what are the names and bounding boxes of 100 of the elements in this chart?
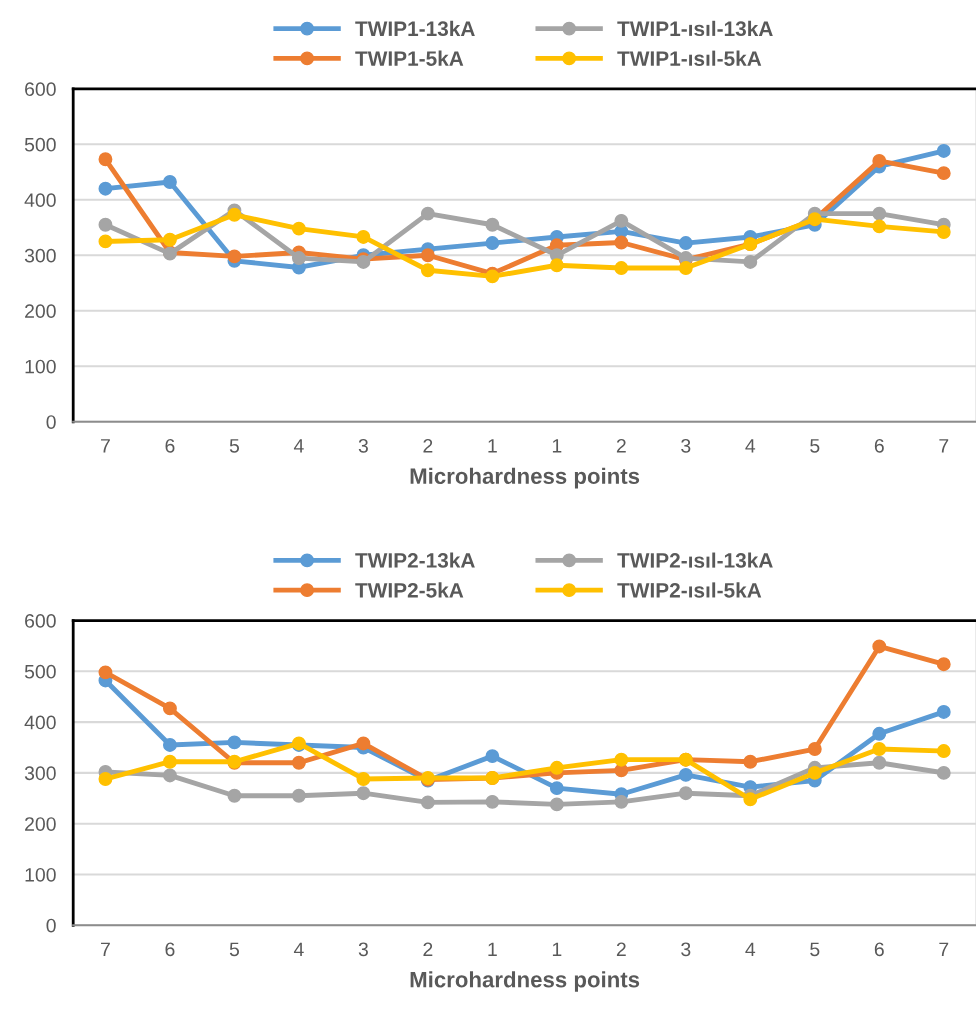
x-tick-label: 1 [488, 439, 497, 453]
point [162, 738, 177, 752]
y-tick-label: 400 [24, 715, 56, 730]
x-tick-label: 3 [681, 438, 691, 453]
point [743, 792, 758, 807]
y-tick-label: 0 [46, 415, 56, 429]
y-tick-label: 500 [24, 664, 56, 679]
point [549, 760, 564, 775]
x-tick-label: 4 [745, 439, 756, 453]
point [678, 261, 693, 275]
x-tick-label: 6 [874, 942, 884, 957]
legend-label: TWIP1-5kA [355, 50, 464, 66]
legend-label: TWIP1-ısıl-13kA [617, 20, 773, 37]
point [356, 772, 371, 786]
y-tick-label: 600 [25, 82, 56, 97]
point [936, 225, 951, 239]
point [227, 207, 242, 222]
point [678, 767, 693, 782]
x-axis-title: Microhardness points [410, 467, 640, 489]
x-tick-label: 1 [552, 942, 562, 957]
point [485, 794, 500, 809]
x-tick-label: 5 [229, 439, 240, 453]
legend-label: TWIP1-ısıl-5kA [617, 50, 762, 66]
point [614, 794, 629, 809]
point [549, 797, 564, 812]
point [872, 742, 887, 756]
x-tick-label: 6 [165, 942, 175, 957]
point [936, 657, 951, 672]
x-tick-label: 5 [810, 439, 820, 453]
point [420, 263, 435, 278]
legend-label: TWIP2-5kA [355, 582, 464, 598]
point [98, 772, 113, 786]
point [485, 217, 500, 232]
y-tick-label: 300 [24, 248, 56, 263]
x-axis-title: Microhardness points [410, 971, 640, 992]
point [678, 786, 693, 801]
x-tick-label: 1 [488, 942, 497, 957]
point [291, 788, 306, 803]
y-tick-label: 200 [25, 817, 56, 831]
x-tick-label: 7 [939, 439, 949, 453]
point [98, 181, 113, 196]
point [549, 781, 564, 796]
point [98, 152, 113, 167]
point [872, 153, 887, 168]
x-tick-label: 5 [810, 942, 820, 957]
point [872, 726, 887, 741]
x-tick-label: 4 [745, 942, 756, 957]
point [743, 254, 758, 269]
point [807, 742, 822, 756]
x-tick-label: 2 [616, 942, 626, 957]
point [549, 258, 564, 273]
point [98, 665, 113, 680]
point [227, 788, 242, 803]
x-tick-label: 2 [423, 438, 433, 453]
point [936, 144, 951, 158]
point [162, 701, 177, 716]
y-tick-label: 0 [46, 918, 56, 933]
y-tick-label: 200 [25, 304, 56, 319]
y-tick-label: 600 [25, 614, 56, 628]
point [162, 768, 177, 783]
point [356, 736, 371, 751]
x-tick-label: 7 [101, 942, 110, 957]
y-tick-label: 500 [24, 137, 56, 152]
x-tick-label: 3 [681, 942, 691, 957]
point [872, 639, 887, 654]
point [936, 744, 951, 759]
point [98, 234, 113, 249]
point [291, 221, 306, 236]
x-tick-label: 4 [293, 439, 304, 453]
point [614, 213, 629, 228]
x-tick-label: 2 [423, 942, 433, 957]
point [936, 705, 951, 719]
point [420, 248, 435, 263]
point [356, 786, 371, 801]
x-tick-label: 6 [165, 438, 175, 453]
point [614, 235, 629, 250]
x-tick-label: 7 [939, 942, 949, 957]
y-tick-label: 400 [24, 193, 56, 208]
point [98, 217, 113, 232]
point [485, 749, 500, 764]
point [872, 206, 887, 221]
y-tick-label: 300 [24, 766, 56, 781]
point [291, 251, 306, 265]
x-tick-label: 1 [552, 439, 562, 453]
x-tick-label: 3 [358, 942, 368, 957]
point [420, 206, 435, 221]
point [162, 232, 177, 247]
point [485, 236, 500, 251]
point [872, 755, 887, 770]
point [420, 795, 435, 810]
x-tick-label: 7 [101, 439, 110, 453]
point [162, 754, 177, 769]
x-tick-label: 5 [229, 942, 240, 957]
point [614, 261, 629, 275]
point [614, 752, 629, 767]
point [807, 765, 822, 780]
point [162, 175, 177, 189]
point [227, 249, 242, 264]
point [227, 735, 242, 750]
legend-label: TWIP2-ısıl-5kA [617, 582, 762, 598]
